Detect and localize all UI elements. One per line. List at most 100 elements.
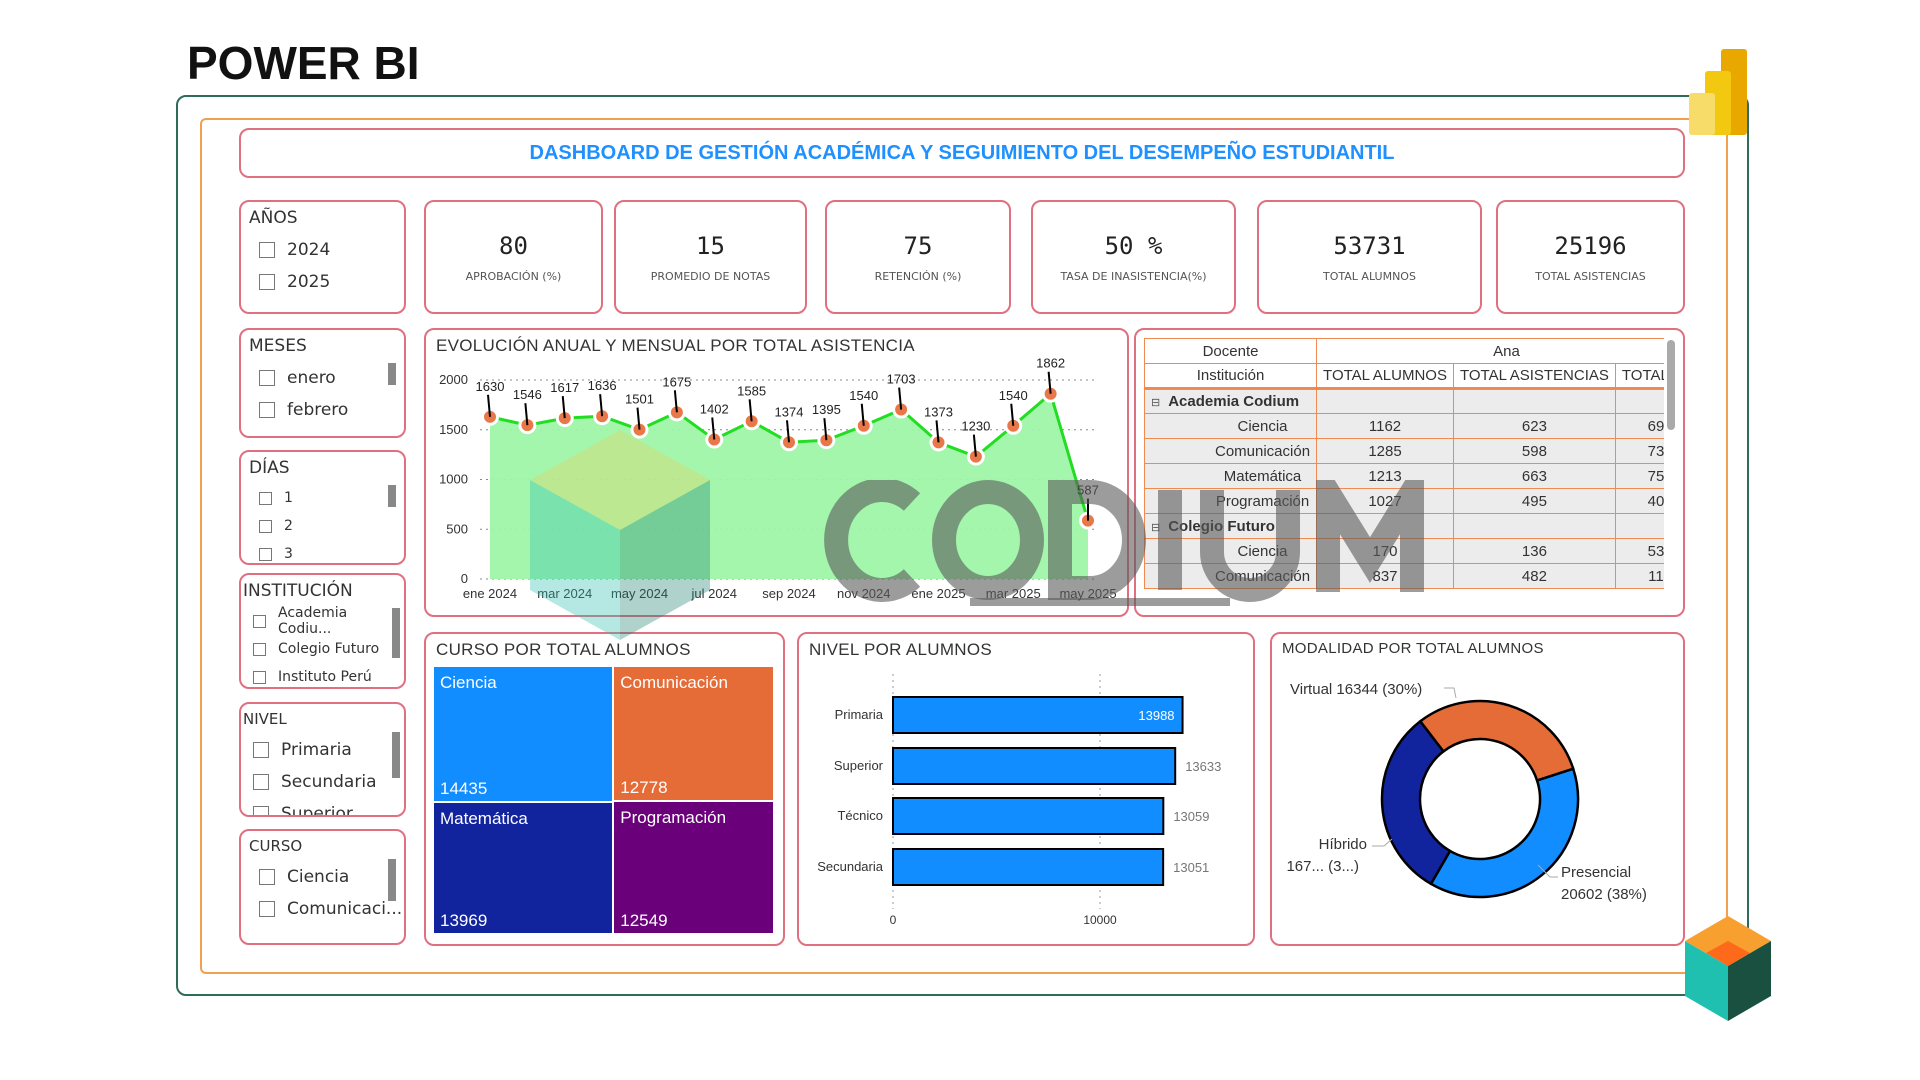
scrollbar[interactable]	[388, 363, 396, 385]
data-point	[596, 410, 609, 423]
slicer-option[interactable]: Primaria	[243, 734, 396, 766]
slicer-institucion: INSTITUCIÓN Academia Codiu... Colegio Fu…	[239, 573, 406, 689]
kpi-label: TOTAL ASISTENCIAS	[1535, 269, 1646, 283]
slicer-option[interactable]: Academia Codiu...	[243, 605, 396, 637]
tile-label: Comunicación	[620, 673, 728, 692]
x-tick-label: jul 2024	[690, 586, 737, 601]
slicer-option[interactable]: 2025	[249, 266, 396, 298]
checkbox[interactable]	[253, 742, 269, 758]
treemap-tile[interactable]: Comunicación 12778	[614, 667, 773, 801]
matrix-table: Docente Ana Institución TOTAL ALUMNOS TOTAL …	[1144, 338, 1664, 589]
slicer-option[interactable]: Instituto Perú	[243, 663, 396, 687]
checkbox[interactable]	[259, 901, 275, 917]
data-label: 1540	[999, 388, 1028, 403]
cell: 1162	[1316, 413, 1454, 439]
x-tick-label: nov 2024	[837, 586, 891, 601]
slicer-option[interactable]: 1	[249, 484, 396, 512]
kpi-value: 80	[499, 231, 528, 260]
checkbox[interactable]	[259, 869, 275, 885]
label-line: Híbrido	[1319, 836, 1367, 853]
checkbox[interactable]	[259, 274, 275, 290]
cell: 170	[1316, 538, 1454, 564]
checkbox[interactable]	[253, 806, 269, 815]
group-label[interactable]: ⊟ Colegio Futuro	[1144, 513, 1318, 539]
checkbox[interactable]	[259, 519, 272, 533]
treemap-tile[interactable]: Ciencia 14435	[434, 667, 613, 802]
matrix-card: Docente Ana Institución TOTAL ALUMNOS TOTAL …	[1134, 328, 1685, 617]
checkbox[interactable]	[259, 242, 275, 258]
checkbox[interactable]	[259, 547, 272, 561]
data-label: 13633	[1185, 759, 1221, 774]
label-leader	[487, 394, 491, 417]
checkbox[interactable]	[259, 370, 275, 386]
slicer-option[interactable]: Comunicaci...	[249, 893, 402, 925]
kpi-value: 50 %	[1104, 231, 1163, 260]
kpi-label: TASA DE INASISTENCIA(%)	[1060, 269, 1207, 283]
cell: 69	[1614, 413, 1664, 439]
slicer-option[interactable]: Ciencia	[249, 861, 396, 893]
checkbox[interactable]	[253, 642, 266, 656]
group-label[interactable]: ⊟ Academia Codium	[1144, 388, 1318, 414]
cell: 53	[1614, 538, 1664, 564]
slicer-option[interactable]: Superior	[243, 798, 396, 815]
scrollbar[interactable]	[392, 732, 400, 778]
label-leader	[972, 434, 977, 457]
treemap-tile[interactable]: Programación 12549	[614, 802, 773, 933]
group-row[interactable]: ⊟ Colegio Futuro	[1144, 513, 1664, 539]
collapse-icon[interactable]: ⊟	[1151, 521, 1161, 534]
slicer-option[interactable]: enero	[249, 362, 396, 394]
tile-label: Programación	[620, 808, 727, 828]
checkbox[interactable]	[253, 670, 266, 684]
tile-label: Ciencia	[440, 673, 497, 692]
slicer-title: DÍAS	[249, 458, 290, 478]
column-header: TOTAL ALUMNOS	[1316, 363, 1454, 389]
data-label: 1373	[924, 404, 953, 419]
checkbox[interactable]	[253, 614, 266, 628]
option-label: Primaria	[281, 740, 352, 760]
kpi-aprobacion: 80 APROBACIÓN (%)	[424, 200, 603, 314]
option-label: Instituto Perú	[278, 669, 372, 685]
scrollbar[interactable]	[388, 859, 396, 901]
checkbox[interactable]	[253, 774, 269, 790]
dashboard-header: DASHBOARD DE GESTIÓN ACADÉMICA Y SEGUIMI…	[239, 128, 1685, 178]
slicer-option[interactable]: 2	[249, 512, 396, 540]
data-label-hibrido: Híbrido 167... (3...)	[1286, 836, 1367, 875]
group-row[interactable]: ⊟ Academia Codium	[1144, 388, 1664, 414]
data-label-presencial: Presencial 20602 (38%)	[1561, 864, 1647, 903]
y-tick-label: 500	[446, 521, 468, 536]
kpi-total-asistencias: 25196 TOTAL ASISTENCIAS	[1496, 200, 1685, 314]
scrollbar[interactable]	[388, 485, 396, 507]
x-tick-label: mar 2025	[986, 586, 1041, 601]
checkbox[interactable]	[259, 402, 275, 418]
label-leader	[1537, 864, 1558, 878]
slicer-option[interactable]: Secundaria	[243, 766, 396, 798]
label-leader	[1010, 403, 1015, 426]
slicer-option[interactable]: 3	[249, 540, 396, 563]
x-tick-label: may 2025	[1059, 586, 1116, 601]
tile-label: Matemática	[440, 809, 528, 829]
outer-frame	[176, 95, 1749, 996]
row-header: Institución	[1144, 363, 1318, 389]
matrix-scrollbar[interactable]	[1667, 340, 1675, 430]
scrollbar[interactable]	[392, 608, 400, 658]
label-leader	[935, 420, 940, 443]
treemap-card: CURSO POR TOTAL ALUMNOS Ciencia 14435 Comu…	[424, 632, 785, 946]
slicer-option[interactable]: 2024	[249, 234, 396, 266]
data-label: 1703	[887, 372, 916, 387]
data-label: 13051	[1173, 860, 1209, 875]
data-label: 1630	[476, 379, 505, 394]
checkbox[interactable]	[259, 491, 272, 505]
bar-chart-card: NIVEL POR ALUMNOS 0 10000 Primaria 13988 Sup…	[797, 632, 1255, 946]
cell: 837	[1316, 563, 1454, 589]
data-point	[745, 415, 758, 428]
slicer-option[interactable]: Colegio Futuro	[243, 635, 396, 663]
collapse-icon[interactable]: ⊟	[1151, 397, 1161, 409]
donut-chart: Presencial 20602 (38%) Híbrido 167... (3...…	[1286, 681, 1647, 903]
slicer-option[interactable]: febrero	[249, 394, 396, 426]
power-bi-logo-icon	[1689, 49, 1747, 135]
row-label: Ciencia	[1144, 538, 1318, 564]
label-leader	[823, 418, 828, 441]
page-title: POWER BI	[187, 37, 420, 89]
option-label: 1	[284, 490, 293, 506]
treemap-tile[interactable]: Matemática 13969	[434, 803, 613, 933]
